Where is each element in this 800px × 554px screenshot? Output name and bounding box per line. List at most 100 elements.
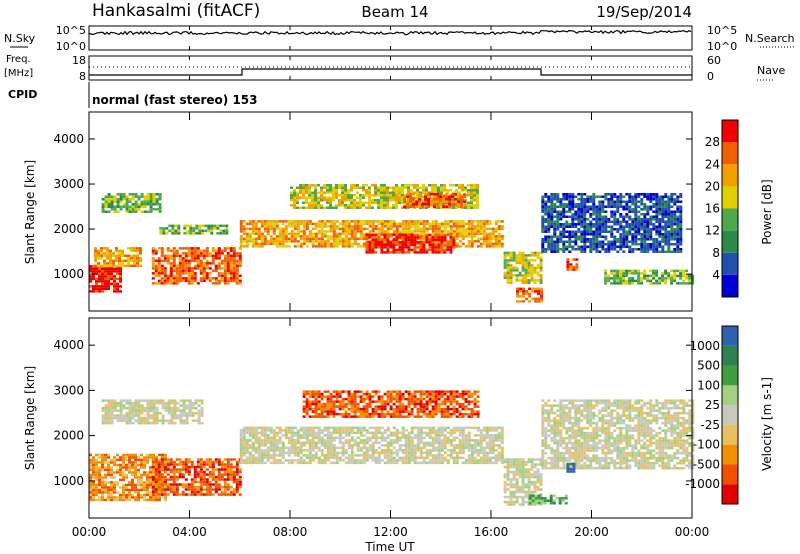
power-cell: [178, 264, 182, 268]
velocity-cell: [254, 451, 258, 455]
power-cell: [667, 208, 671, 211]
power-cell: [679, 235, 683, 238]
velocity-cell: [113, 399, 117, 402]
power-cell: [383, 243, 387, 247]
power-cell: [395, 189, 398, 192]
velocity-cell: [275, 439, 279, 442]
power-cell: [473, 232, 477, 236]
power-cell: [658, 243, 662, 246]
power-cell: [422, 243, 426, 247]
power-cell: [595, 220, 599, 223]
power-cell: [368, 230, 372, 233]
power-cell: [452, 222, 456, 226]
power-cell: [616, 228, 620, 231]
power-cell: [667, 277, 671, 280]
power-cell: [395, 233, 399, 237]
power-cell: [625, 238, 629, 241]
power-cell: [673, 220, 677, 223]
velocity-cell: [154, 468, 158, 471]
velocity-cell: [260, 454, 264, 457]
velocity-cell: [188, 406, 192, 410]
power-cell: [458, 235, 462, 238]
power-cell: [531, 297, 535, 301]
power-cell: [242, 230, 246, 233]
power-cell: [583, 208, 587, 211]
power-cell: [421, 203, 425, 206]
power-cell: [166, 282, 170, 285]
power-cell: [533, 254, 537, 257]
power-cell: [416, 194, 419, 197]
power-cell: [202, 267, 206, 270]
velocity-cell: [166, 460, 170, 464]
velocity-cell: [196, 463, 200, 466]
power-cell: [649, 215, 653, 218]
velocity-cell: [197, 411, 201, 415]
power-cell: [407, 191, 410, 194]
power-cell: [539, 274, 543, 277]
velocity-cell: [278, 439, 282, 442]
power-cell: [344, 227, 348, 231]
power-cell: [383, 240, 387, 243]
power-cell: [473, 206, 476, 209]
power-cell: [169, 257, 173, 260]
power-cell: [473, 194, 476, 197]
power-cell: [172, 274, 176, 278]
velocity-cell: [152, 453, 155, 457]
power-cell: [658, 279, 662, 283]
power-cell: [515, 259, 519, 262]
power-cell: [586, 200, 590, 203]
power-cell: [547, 248, 551, 251]
velocity-cell: [347, 431, 351, 435]
power-cell: [521, 281, 525, 285]
power-cell: [586, 195, 590, 198]
power-cell: [500, 235, 504, 238]
power-cell: [278, 237, 282, 241]
velocity-cell: [211, 470, 215, 474]
power-cell: [172, 282, 176, 285]
power-cell: [479, 245, 483, 248]
power-cell: [362, 227, 366, 231]
velocity-cell: [190, 460, 194, 464]
velocity-cell: [232, 480, 236, 484]
power-cell: [122, 198, 126, 201]
power-cell: [302, 189, 305, 192]
power-cell: [395, 251, 399, 254]
velocity-cell: [128, 406, 132, 410]
velocity-cell: [92, 483, 95, 487]
power-cell: [568, 225, 572, 228]
power-cell: [676, 248, 680, 251]
power-cell: [157, 267, 161, 270]
power-cell: [101, 198, 105, 201]
velocity-cell: [353, 444, 357, 447]
power-cell: [604, 272, 608, 275]
power-cell: [473, 240, 477, 243]
power-cell: [314, 199, 317, 202]
velocity-cell: [353, 461, 357, 465]
power-cell: [530, 279, 534, 282]
velocity-cell: [235, 460, 239, 464]
velocity-cell: [214, 468, 218, 471]
power-cell: [110, 282, 113, 286]
velocity-cell: [196, 490, 200, 494]
velocity-cell: [254, 461, 258, 465]
power-cell: [368, 201, 371, 204]
velocity-cell: [170, 399, 174, 402]
velocity-cell: [101, 466, 104, 469]
velocity-cell: [178, 468, 182, 471]
velocity-cell: [196, 488, 200, 491]
velocity-cell: [202, 473, 206, 476]
velocity-cell: [242, 444, 246, 447]
power-cell: [509, 271, 513, 275]
power-cell: [254, 227, 258, 231]
power-cell: [269, 220, 273, 223]
power-cell: [181, 247, 185, 250]
power-cell: [577, 230, 581, 233]
power-cell: [631, 243, 635, 246]
power-cell: [434, 233, 438, 237]
power-cell: [607, 200, 611, 203]
velocity-cell: [326, 429, 330, 432]
power-cell: [580, 248, 584, 251]
power-cell: [257, 230, 261, 233]
velocity-cell: [89, 498, 92, 502]
velocity-cell: [200, 414, 204, 417]
